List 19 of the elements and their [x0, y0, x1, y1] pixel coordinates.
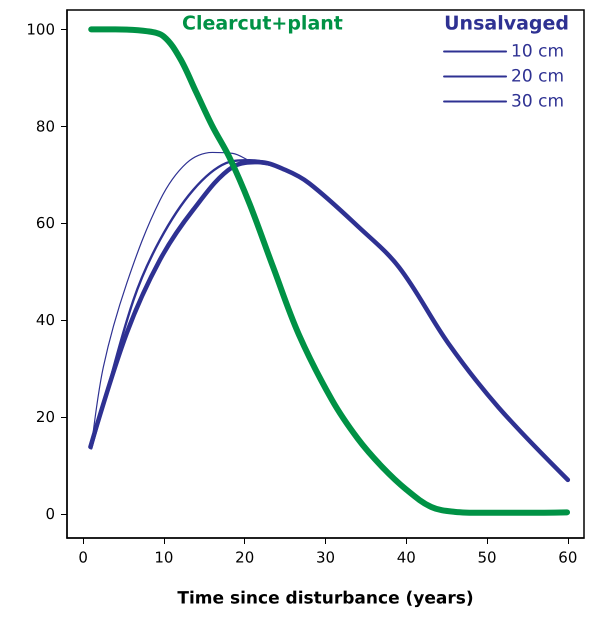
- x-tick-label: 60: [558, 548, 578, 566]
- legend-label: 30 cm: [511, 92, 564, 112]
- series-label: Clearcut+plant: [182, 12, 343, 34]
- legend-label: 10 cm: [511, 42, 564, 62]
- y-tick-label: 80: [36, 117, 55, 136]
- legend-title: Unsalvaged: [444, 12, 570, 34]
- y-tick-label: 0: [45, 504, 55, 523]
- legend-label: 20 cm: [511, 66, 564, 86]
- x-axis-title: Time since disturbance (years): [177, 588, 474, 608]
- y-tick-label: 40: [36, 311, 55, 330]
- y-tick-label: 60: [36, 214, 55, 232]
- x-tick-label: 40: [396, 548, 416, 566]
- y-tick-label: 20: [36, 408, 55, 426]
- x-tick-label: 0: [78, 548, 88, 566]
- x-tick-label: 30: [316, 548, 336, 566]
- y-tick-label: 100: [26, 20, 55, 38]
- x-tick-label: 50: [478, 548, 497, 566]
- x-tick-label: 20: [235, 548, 254, 566]
- x-tick-label: 10: [154, 548, 174, 566]
